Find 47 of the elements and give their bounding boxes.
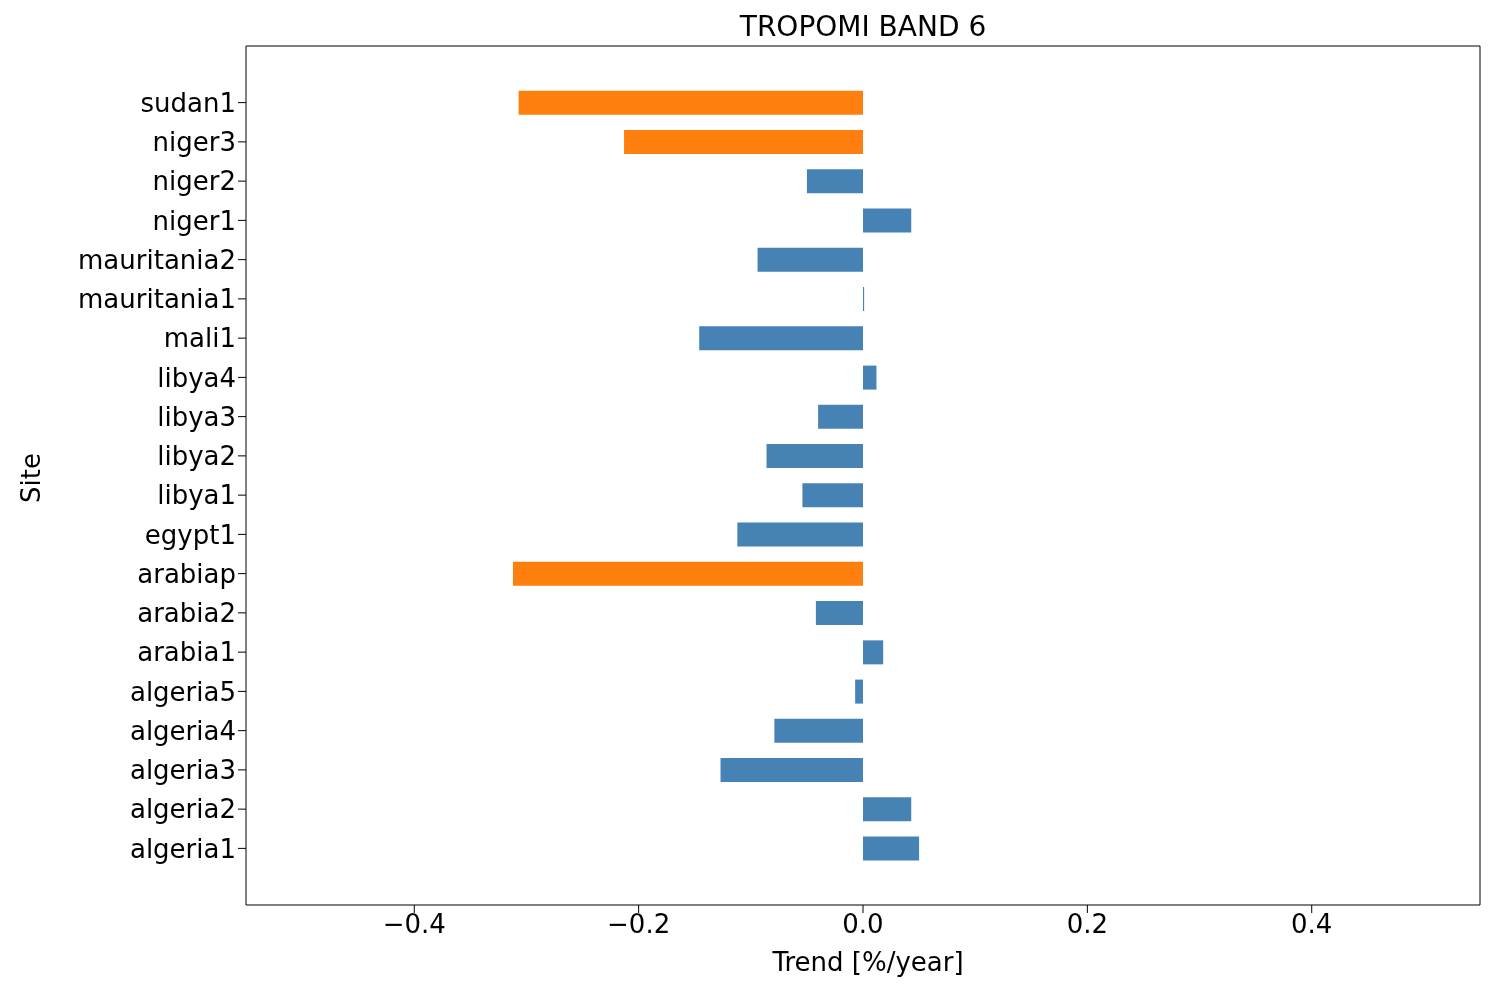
- bar: [512, 561, 863, 586]
- x-tick-label: 0.4: [1291, 909, 1333, 940]
- y-tick-label: algeria5: [129, 676, 236, 707]
- y-tick-label: arabiap: [137, 558, 236, 589]
- y-tick-label: mauritania1: [78, 284, 236, 315]
- bar: [624, 130, 863, 155]
- y-tick-label: arabia1: [137, 637, 236, 668]
- x-axis-title: Trend [%/year]: [771, 946, 965, 979]
- bar: [863, 208, 912, 233]
- y-tick-label: algeria2: [129, 794, 236, 825]
- bar: [699, 326, 863, 351]
- y-tick-label: libya4: [157, 362, 236, 393]
- bar: [774, 718, 863, 743]
- y-tick-label: libya2: [157, 441, 236, 472]
- y-axis-title: Site: [16, 453, 46, 503]
- y-tick-label: libya1: [157, 480, 236, 511]
- bar: [802, 483, 863, 508]
- y-tick-label: arabia2: [137, 598, 236, 629]
- bar: [757, 247, 863, 272]
- bar: [818, 404, 863, 429]
- y-tick-label: sudan1: [140, 87, 236, 118]
- x-tick-label: −0.2: [607, 909, 671, 940]
- bar: [806, 169, 863, 194]
- y-tick-label: algeria3: [129, 755, 236, 786]
- y-tick-label: niger1: [152, 205, 236, 236]
- bar: [518, 90, 863, 115]
- bar: [863, 640, 884, 665]
- x-tick-label: 0.0: [842, 909, 884, 940]
- bar: [863, 365, 877, 390]
- y-tick-label: niger2: [152, 166, 236, 197]
- x-tick-label: −0.4: [382, 909, 446, 940]
- y-tick-label: mali1: [163, 323, 236, 354]
- y-tick-label: algeria4: [129, 715, 236, 746]
- bar: [855, 679, 863, 704]
- bar: [863, 836, 920, 861]
- y-tick-label: libya3: [157, 401, 236, 432]
- bar: [720, 758, 863, 783]
- bar: [863, 797, 912, 822]
- y-tick-label: niger3: [152, 127, 236, 158]
- bar: [766, 444, 863, 469]
- chart-title: TROPOMI BAND 6: [738, 9, 988, 45]
- bar: [815, 601, 863, 626]
- y-tick-label: algeria1: [129, 833, 236, 864]
- bar: [737, 522, 863, 547]
- y-tick-label: egypt1: [144, 519, 236, 550]
- x-tick-label: 0.2: [1066, 909, 1109, 940]
- y-tick-label: mauritania2: [78, 244, 236, 275]
